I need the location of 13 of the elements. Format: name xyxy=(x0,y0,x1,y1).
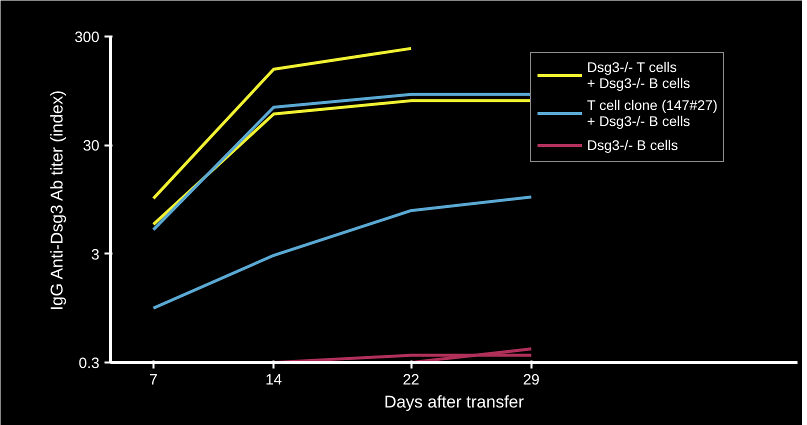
legend-label: Dsg3-/- T cells + Dsg3-/- B cells xyxy=(587,59,690,91)
y-axis-title: IgG Anti-Dsg3 Ab titer (index) xyxy=(47,90,66,311)
x-tick-label: 14 xyxy=(265,372,282,388)
y-tick-label: 30 xyxy=(82,138,100,155)
y-tick-label: 300 xyxy=(74,29,100,46)
y-tick-label: 0.3 xyxy=(78,355,100,372)
x-axis-title: Days after transfer xyxy=(384,392,524,412)
x-tick-label: 22 xyxy=(402,372,420,388)
x-tick-label: 7 xyxy=(149,372,158,388)
legend-label: T cell clone (147#27) + Dsg3-/- B cells xyxy=(587,97,718,129)
legend-label: Dsg3-/- B cells xyxy=(587,137,678,153)
x-tick-label: 29 xyxy=(522,372,540,388)
y-tick-label: 3 xyxy=(91,246,100,264)
